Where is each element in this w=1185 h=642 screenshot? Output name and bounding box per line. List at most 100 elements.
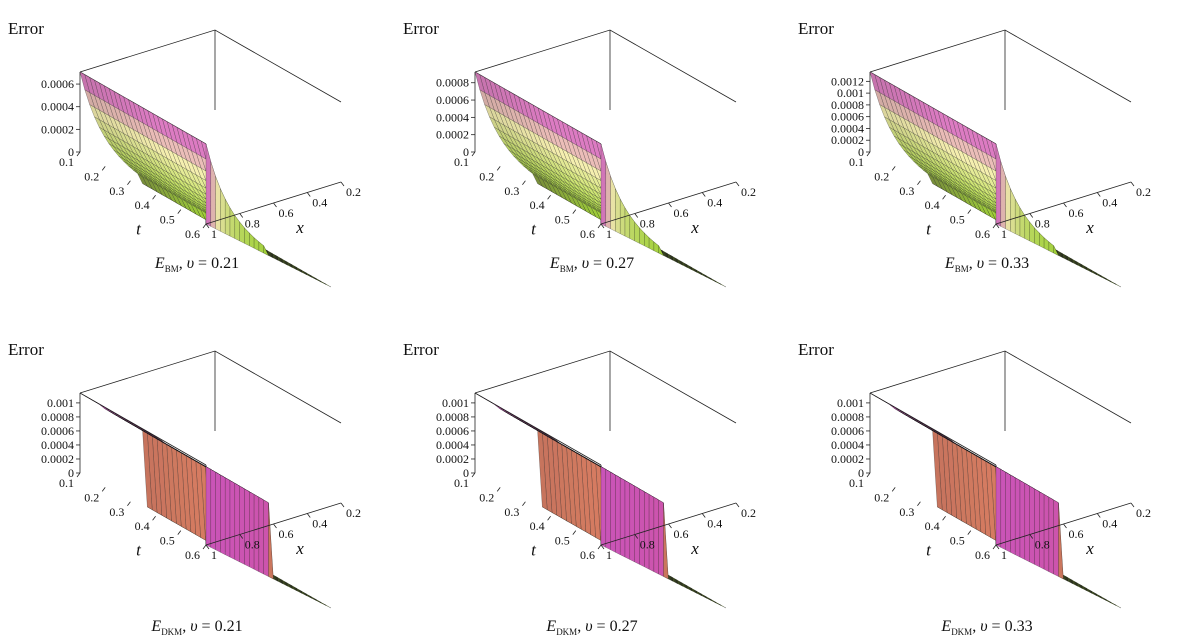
x-tick-label: 0.6 [674,206,689,220]
x-tick-label: 0.4 [312,196,327,210]
x-tick-label: 1 [1001,548,1007,562]
t-tick-label: 0.4 [135,519,150,533]
z-axis-title: Error [798,340,834,359]
curtain-patch [653,496,659,575]
t-tick-mark [992,223,997,229]
curtain-patch [263,499,269,577]
curtain-patch [629,482,635,563]
curtain-patch [234,482,240,563]
surface-patch [79,71,90,93]
x-tick-mark [1029,534,1034,539]
chart-panel-dkm-021: 0 0.0002 0.0004 0.0006 0.0008 0.001 0.1 0.2 0.3 0… [0,321,395,642]
z-axis-title: Error [403,19,439,38]
x-tick-mark [205,223,210,229]
curtain-patch [253,237,260,251]
curtain-patch [220,188,226,234]
curtain-patch [244,227,250,247]
z-tick-label: 0 [463,466,469,480]
curtain-patch [1019,207,1025,239]
x-tick-label: 1 [211,548,217,562]
caption-param: υ [582,255,589,272]
x-tick-mark [273,523,277,529]
curtain-patch [995,143,1001,227]
z-axis-ticks: 0 0.0002 0.0004 0.0006 [41,77,80,159]
x-axis-line [205,181,342,225]
x-tick-mark [668,523,672,529]
front-curtain [600,466,669,580]
error-surface [79,392,332,609]
x-tick-mark [1063,523,1067,529]
x-axis-label: x [295,218,304,237]
curtain-patch [1053,499,1059,577]
caption-value: = 0.33 [988,618,1033,635]
curtain-patch [1015,477,1021,558]
chart-panel-bm-027: 0 0.0002 0.0004 0.0006 0.0008 0.1 0.2 0.3 0.4 0.5… [395,0,790,321]
t-axis-label: t [926,220,932,239]
curtain-patch [263,245,269,256]
z-tick-label: 0.0008 [436,76,469,90]
t-tick-label: 0.4 [925,519,940,533]
x-tick-mark [239,534,244,539]
t-axis-ticks: 0.1 0.2 0.3 0.4 0.5 0.6 [59,472,207,562]
z-tick-label: 0.0002 [41,452,74,466]
t-tick-mark [101,487,106,492]
x-axis-line [205,502,342,546]
x-tick-mark [306,513,311,518]
surface-patch [474,71,485,93]
t-tick-mark [127,180,131,186]
x-tick-label: 0.2 [1136,185,1151,199]
z-tick-label: 0.0006 [436,424,469,438]
curtain-patch [1043,494,1050,572]
curtain-patch [1024,214,1030,242]
x-tick-mark [701,192,706,197]
t-tick-mark [202,544,207,550]
z-tick-label: 0.001 [442,396,469,410]
x-tick-label: 0.2 [741,185,756,199]
t-tick-label: 0.1 [849,155,864,169]
curtain-patch [1019,480,1025,560]
t-tick-label: 0.1 [454,155,469,169]
t-tick-label: 0.6 [975,548,990,562]
x-tick-mark [668,202,672,208]
curtain-patch [1053,245,1059,256]
t-axis-ticks: 0.1 0.2 0.3 0.4 0.5 0.6 [849,151,997,241]
chart-panel-bm-033: 0 0.0002 0.0004 0.0006 0.0008 0.001 0.0012 0.1 0… [790,0,1185,321]
z-tick-label: 0.0004 [41,100,74,114]
caption-subscript: BM [165,264,179,274]
x-tick-label: 0.4 [1102,517,1117,531]
x-tick-mark [273,202,277,208]
curtain-patch [624,480,630,560]
t-tick-label: 0.5 [950,213,965,227]
z-tick-label: 0.0006 [41,424,74,438]
box-top-edge [869,350,1132,424]
t-tick-mark [917,180,921,186]
x-tick-mark [634,213,639,218]
t-tick-label: 0.5 [555,534,570,548]
z-tick-label: 0 [68,145,74,159]
x-tick-label: 0.8 [640,538,655,552]
x-axis-label: x [690,218,699,237]
t-tick-label: 0.1 [849,476,864,490]
t-tick-mark [572,530,577,535]
x-axis-line [995,502,1132,546]
curtain-patch [1048,241,1054,254]
curtain-patch [600,466,606,548]
t-tick-label: 0.4 [925,198,940,212]
curtain-patch [610,471,616,553]
curtain-patch [268,502,274,580]
x-tick-label: 0.8 [245,217,260,231]
x-tick-label: 0.6 [279,206,294,220]
error-surface [869,392,1122,609]
x-axis-ticks: 1 0.8 0.6 0.4 0.2 [600,502,756,562]
caption-param: υ [980,618,987,635]
t-tick-label: 0.4 [530,198,545,212]
curtain-patch [663,502,669,580]
t-axis-label: t [926,541,932,560]
z-tick-label: 0.001 [837,86,864,100]
t-tick-label: 0.3 [504,505,519,519]
x-tick-label: 1 [606,548,612,562]
curtain-patch [658,245,664,256]
x-tick-label: 1 [211,227,217,241]
t-tick-mark [572,209,577,214]
